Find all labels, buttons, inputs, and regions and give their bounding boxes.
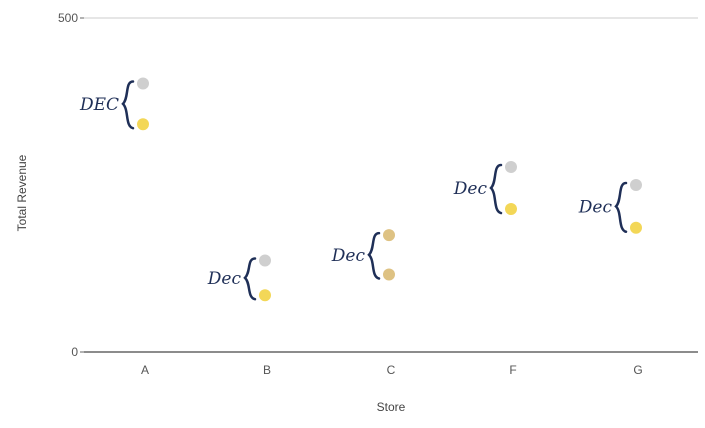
data-point — [630, 221, 642, 234]
x-tick-label: C — [387, 363, 396, 377]
annotation-brace — [489, 163, 503, 215]
data-point — [383, 268, 395, 281]
data-point — [505, 203, 517, 216]
annotation-brace — [614, 181, 628, 234]
x-axis-title: Store — [377, 400, 406, 414]
y-tick-label: 500 — [58, 11, 78, 25]
y-axis-title: Total Revenue — [15, 154, 29, 231]
data-point — [137, 118, 149, 131]
annotation-brace — [367, 231, 381, 280]
data-point — [383, 229, 395, 242]
axes-layer: 0 500 A B C F G — [58, 11, 698, 377]
y-tick-label: 0 — [71, 345, 78, 359]
annotation-text: Dec — [331, 246, 366, 266]
x-tick-label: G — [633, 363, 642, 377]
x-tick-label: A — [141, 363, 149, 377]
points-layer — [137, 77, 642, 302]
x-tick-label: B — [263, 363, 271, 377]
annotation-brace — [121, 80, 135, 130]
x-tick-label: F — [509, 363, 516, 377]
data-point — [259, 289, 271, 302]
data-point — [259, 254, 271, 267]
data-point — [505, 160, 517, 173]
data-point — [137, 77, 149, 90]
annotation-text: Dec — [578, 197, 613, 217]
annotation-text: Dec — [453, 179, 488, 199]
annotation-brace — [243, 257, 257, 301]
data-point — [630, 179, 642, 191]
annotation-text: Dec — [207, 269, 242, 289]
annotation-text: DEC — [79, 95, 119, 115]
annotations-layer: DEC Dec Dec Dec Dec — [79, 80, 628, 301]
